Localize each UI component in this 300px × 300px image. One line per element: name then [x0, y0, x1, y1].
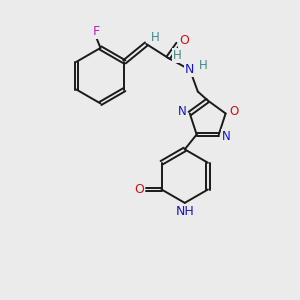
- Text: H: H: [172, 50, 182, 62]
- Text: N: N: [185, 63, 195, 76]
- Text: H: H: [198, 59, 207, 72]
- Text: O: O: [229, 105, 238, 118]
- Text: N: N: [178, 105, 186, 118]
- Text: N: N: [222, 130, 231, 143]
- Text: O: O: [134, 183, 144, 196]
- Text: F: F: [93, 25, 100, 38]
- Text: NH: NH: [176, 205, 194, 218]
- Text: H: H: [151, 31, 160, 44]
- Text: O: O: [179, 34, 189, 46]
